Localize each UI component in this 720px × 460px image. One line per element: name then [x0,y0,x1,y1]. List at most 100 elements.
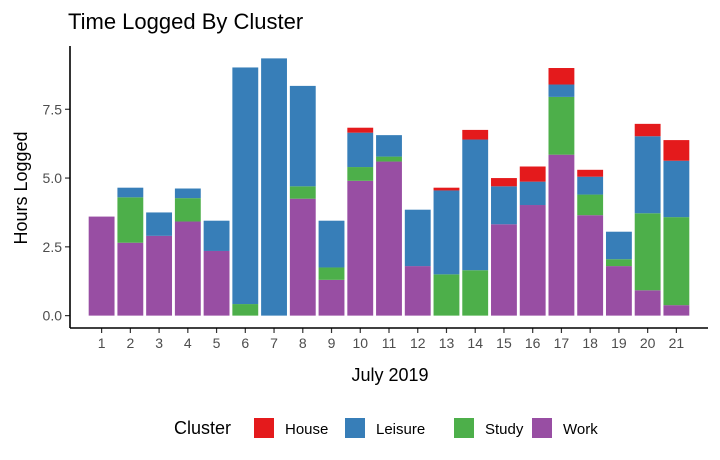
bar-work-day-1 [88,216,115,316]
bar-house-day-21 [663,140,690,161]
bar-leisure-day-12 [404,209,431,267]
x-tick-label: 19 [611,335,627,351]
x-tick-label: 6 [241,335,249,351]
bar-work-day-8 [289,198,316,316]
bar-study-day-19 [605,259,632,267]
bar-leisure-day-7 [261,58,287,316]
bar-house-day-16 [519,166,546,182]
y-tick-label: 5.0 [43,170,63,186]
bar-work-day-16 [519,205,546,316]
bar-leisure-day-13 [433,190,460,275]
bar-study-day-13 [433,274,460,316]
x-tick-label: 20 [640,335,656,351]
bar-study-day-21 [663,217,690,306]
x-axis-title: July 2019 [351,365,428,385]
bar-work-day-5 [203,250,230,316]
bar-leisure-day-18 [577,176,604,195]
bar-leisure-day-8 [289,85,316,187]
bar-leisure-day-19 [605,231,632,260]
legend-swatch-work [532,418,552,438]
bar-study-day-8 [289,186,316,199]
legend-swatch-study [454,418,474,438]
bar-study-day-20 [634,213,661,291]
bar-work-day-4 [174,221,201,316]
bar-leisure-day-3 [146,212,173,236]
x-tick-label: 11 [382,335,397,351]
y-tick-label: 7.5 [43,101,63,117]
x-tick-label: 7 [270,335,278,351]
bar-work-day-9 [318,279,345,316]
bar-house-day-20 [634,123,661,137]
y-axis-ticks: 0.0 2.5 5.0 7.5 [43,101,70,324]
x-tick-label: 18 [582,335,598,351]
chart-title: Time Logged By Cluster [68,9,303,34]
bar-study-day-11 [376,156,402,162]
x-tick-label: 17 [554,335,570,351]
legend: Cluster House Leisure Study Work [174,418,598,438]
y-tick-label: 2.5 [43,239,63,255]
x-tick-label: 10 [352,335,368,351]
bar-study-day-6 [232,304,259,316]
bar-work-day-17 [548,154,575,316]
bar-leisure-day-10 [347,132,374,168]
bar-study-day-18 [577,194,604,216]
x-tick-label: 1 [98,335,106,351]
bar-study-day-9 [318,267,345,280]
legend-title: Cluster [174,418,231,438]
bar-leisure-day-17 [548,84,575,97]
x-tick-label: 16 [525,335,541,351]
bar-work-day-21 [663,305,690,316]
bar-work-day-12 [404,266,431,316]
bar-leisure-day-6 [232,67,259,305]
bar-house-day-13 [433,187,460,191]
bar-house-day-17 [548,68,575,85]
bar-study-day-17 [548,96,575,155]
legend-label-house: House [285,421,328,438]
bar-leisure-day-2 [117,187,144,198]
bar-study-day-10 [347,167,374,181]
bar-leisure-day-16 [519,181,546,206]
bar-leisure-day-5 [203,220,230,251]
bar-work-day-15 [491,224,517,316]
bar-leisure-day-9 [318,220,345,268]
bar-leisure-day-4 [174,188,201,199]
bar-leisure-day-14 [462,139,489,271]
bar-leisure-day-20 [634,136,661,214]
bar-work-day-10 [347,180,374,316]
x-tick-label: 2 [126,335,134,351]
bar-study-day-14 [462,270,489,316]
legend-label-study: Study [485,421,524,438]
x-tick-label: 9 [328,335,336,351]
bar-house-day-10 [347,127,374,133]
bar-work-day-20 [634,290,661,316]
y-axis-title: Hours Logged [11,131,31,244]
bar-work-day-18 [577,215,604,316]
x-tick-label: 13 [439,335,455,351]
bars-group [88,58,690,316]
bar-house-day-14 [462,129,489,140]
legend-label-work: Work [563,421,598,438]
y-tick-label: 0.0 [43,308,63,324]
x-tick-label: 21 [669,335,685,351]
x-tick-label: 8 [299,335,307,351]
x-tick-label: 3 [155,335,163,351]
x-tick-label: 15 [496,335,512,351]
bar-study-day-2 [117,197,144,243]
bar-house-day-18 [577,169,604,177]
bar-house-day-15 [491,178,517,187]
bar-leisure-day-11 [376,135,402,157]
bar-work-day-11 [376,161,402,316]
legend-swatch-leisure [345,418,365,438]
bar-work-day-3 [146,235,173,316]
x-tick-label: 5 [213,335,221,351]
bar-work-day-2 [117,242,144,316]
bar-leisure-day-15 [491,186,517,225]
legend-label-leisure: Leisure [376,421,425,438]
x-axis-ticks: 1 2 3 4 5 6 7 8 9 10 11 12 13 14 15 16 17 18 19 20 21 [98,328,685,351]
x-tick-label: 14 [467,335,483,351]
bar-leisure-day-21 [663,160,690,218]
legend-swatch-house [254,418,274,438]
bar-work-day-19 [605,266,632,316]
bar-study-day-4 [174,198,201,222]
